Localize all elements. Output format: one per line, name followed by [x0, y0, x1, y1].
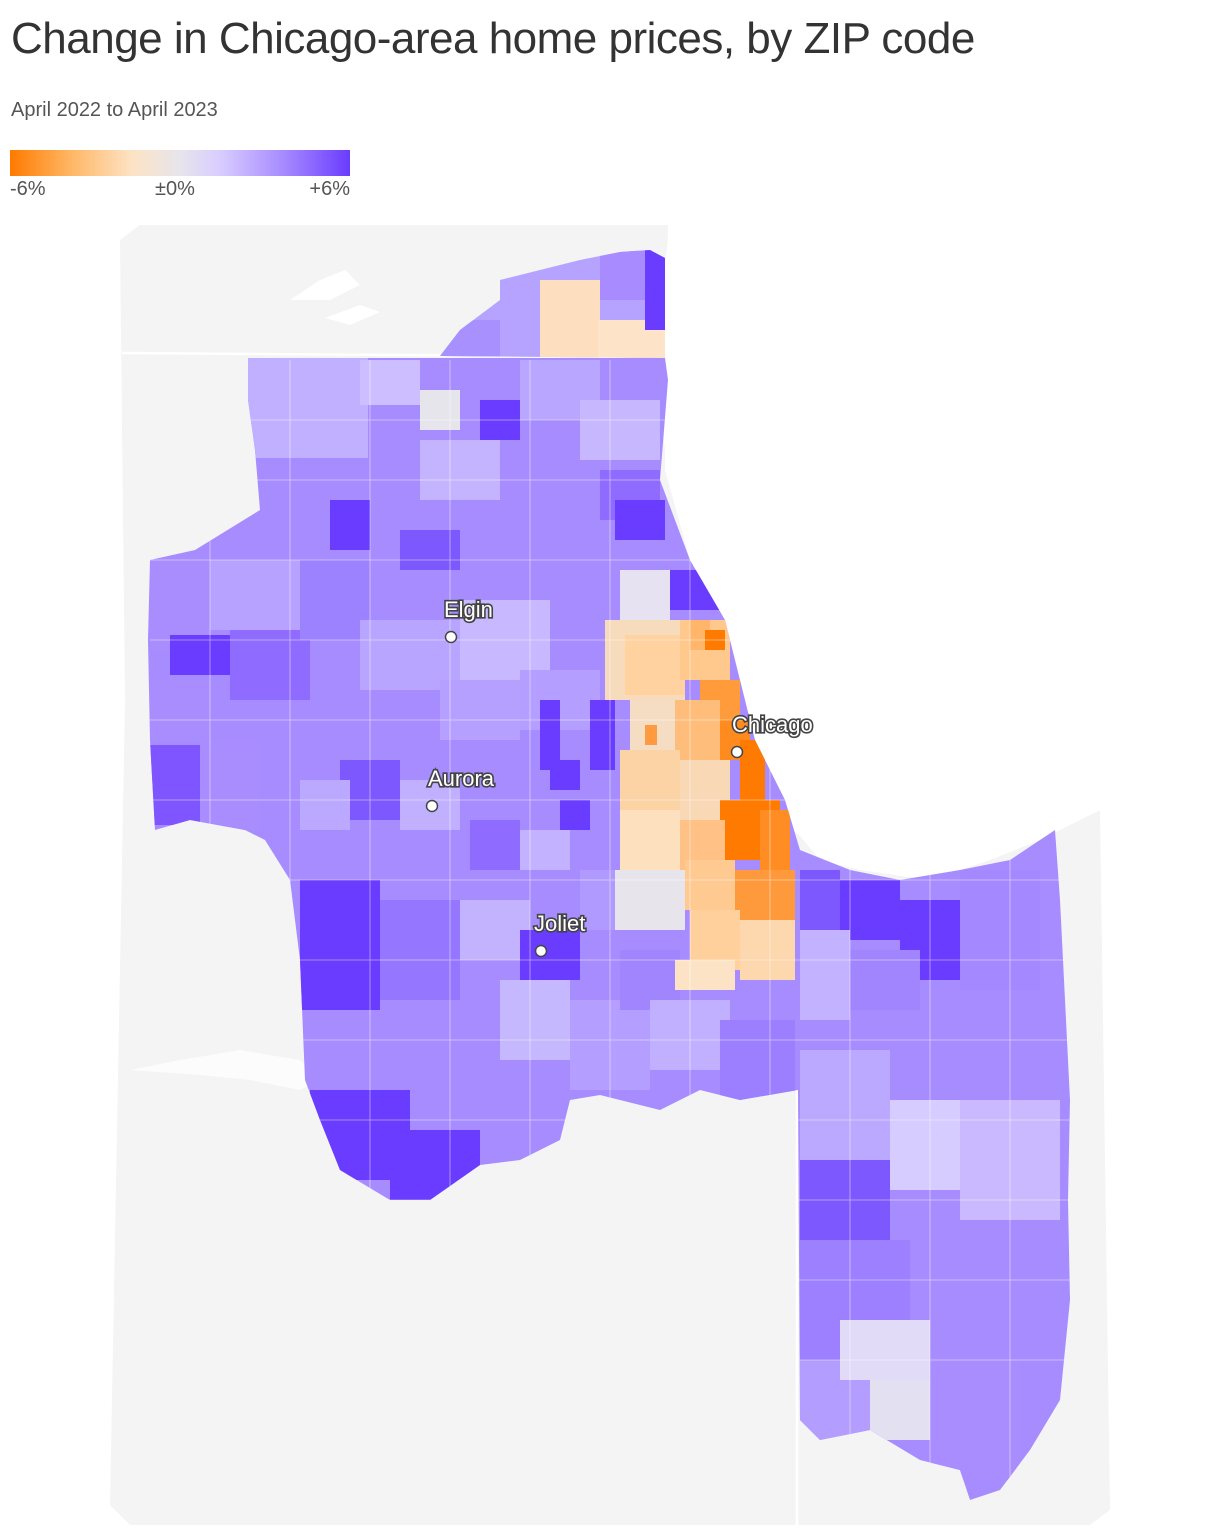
city-label-aurora: Aurora	[428, 766, 495, 791]
lake-michigan	[665, 225, 1220, 880]
map-container[interactable]: Elgin Chicago Aurora Joliet	[0, 215, 1220, 1532]
page-subtitle: April 2022 to April 2023	[11, 99, 218, 121]
legend-labels: -6% ±0% +6%	[10, 178, 350, 204]
legend-max-label: +6%	[309, 178, 350, 200]
city-dot-joliet	[534, 944, 548, 958]
page-title: Change in Chicago-area home prices, by Z…	[11, 14, 975, 63]
city-marker-chicago[interactable]: Chicago	[730, 710, 814, 759]
city-dot-aurora	[425, 799, 439, 813]
city-marker-joliet[interactable]: Joliet	[532, 909, 587, 958]
legend-min-label: -6%	[10, 178, 46, 200]
legend-gradient-bar	[10, 150, 350, 176]
legend-mid-label: ±0%	[155, 178, 195, 200]
color-legend: -6% ±0% +6%	[10, 150, 350, 204]
city-dot-chicago	[730, 745, 744, 759]
city-dot-elgin	[444, 630, 458, 644]
zip-code-map[interactable]: Elgin Chicago Aurora Joliet	[0, 215, 1220, 1532]
city-label-joliet: Joliet	[534, 911, 585, 936]
city-label-elgin: Elgin	[444, 597, 493, 622]
city-marker-aurora[interactable]: Aurora	[425, 764, 496, 813]
city-marker-elgin[interactable]: Elgin	[442, 595, 495, 644]
city-label-chicago: Chicago	[732, 712, 813, 737]
